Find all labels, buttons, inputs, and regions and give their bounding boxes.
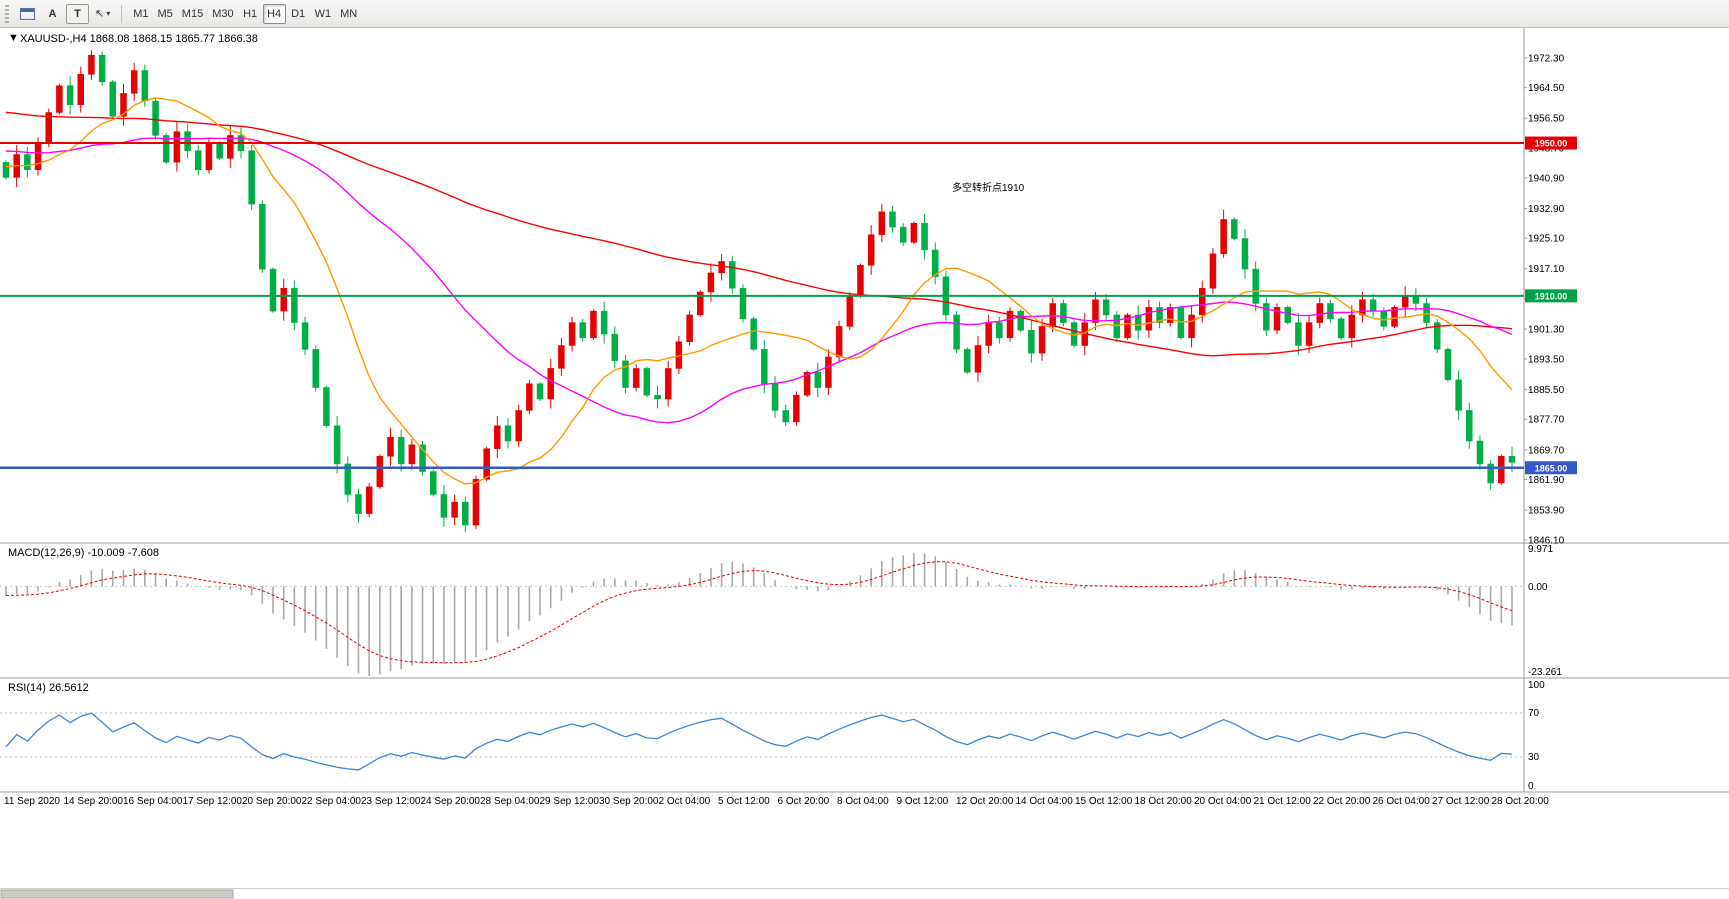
svg-text:0: 0 — [1528, 781, 1534, 792]
svg-text:2 Oct 04:00: 2 Oct 04:00 — [659, 796, 711, 807]
price-axis-label: 1917.10 — [1528, 264, 1565, 275]
svg-text:28 Sep 04:00: 28 Sep 04:00 — [480, 796, 540, 807]
text-tool-button[interactable]: T — [66, 3, 89, 24]
cursor-tool-dropdown[interactable]: ↖ ▾ — [91, 4, 114, 24]
svg-text:22 Oct 20:00: 22 Oct 20:00 — [1313, 796, 1371, 807]
svg-text:6 Oct 20:00: 6 Oct 20:00 — [778, 796, 830, 807]
new-chart-button[interactable] — [16, 4, 39, 24]
timeframe-button-m15[interactable]: M15 — [178, 4, 207, 24]
svg-text:18 Oct 20:00: 18 Oct 20:00 — [1135, 796, 1193, 807]
svg-text:14 Oct 04:00: 14 Oct 04:00 — [1016, 796, 1074, 807]
timeframe-button-m1[interactable]: M1 — [129, 4, 152, 24]
svg-text:23 Sep 12:00: 23 Sep 12:00 — [361, 796, 421, 807]
svg-text:28 Oct 20:00: 28 Oct 20:00 — [1492, 796, 1550, 807]
svg-text:21 Oct 12:00: 21 Oct 12:00 — [1254, 796, 1312, 807]
time-axis[interactable]: 11 Sep 2020 14 Sep 20:00 16 Sep 04:00 17 Se… — [4, 796, 1549, 807]
svg-text:15 Oct 12:00: 15 Oct 12:00 — [1075, 796, 1133, 807]
toolbar-separator — [121, 4, 123, 23]
timeframe-button-h4[interactable]: H4 — [262, 3, 286, 24]
svg-text:-23.261: -23.261 — [1528, 667, 1562, 678]
svg-text:24 Sep 20:00: 24 Sep 20:00 — [421, 796, 481, 807]
price-tag-1950.00[interactable]: 1950.00 — [1525, 136, 1577, 150]
price-axis-label: 1940.90 — [1528, 173, 1565, 184]
candles-layer — [2, 50, 1516, 532]
price-tag-1910.00[interactable]: 1910.00 — [1525, 289, 1577, 303]
price-axis-label: 1869.70 — [1528, 445, 1565, 456]
price-axis-label: 1893.50 — [1528, 354, 1565, 365]
price-tag-1865.00[interactable]: 1865.00 — [1525, 461, 1577, 475]
timeframe-button-m5[interactable]: M5 — [154, 4, 177, 24]
macd-axis[interactable]: 9.971 0.00 -23.261 — [1528, 544, 1562, 678]
ma_slow-line — [5, 111, 1513, 357]
svg-text:30: 30 — [1528, 752, 1540, 763]
timeframe-button-w1[interactable]: W1 — [311, 4, 336, 24]
panel-separators — [0, 28, 1729, 793]
rsi-line — [5, 712, 1513, 771]
svg-text:14 Sep 20:00: 14 Sep 20:00 — [64, 796, 124, 807]
chart-window-icon — [20, 7, 35, 20]
svg-text:29 Sep 12:00: 29 Sep 12:00 — [540, 796, 600, 807]
toolbar-grip[interactable] — [5, 4, 9, 23]
svg-text:100: 100 — [1528, 680, 1545, 691]
timeframe-button-h1[interactable]: H1 — [239, 4, 262, 24]
svg-text:0.00: 0.00 — [1528, 582, 1548, 593]
price-axis-label: 1925.10 — [1528, 234, 1565, 245]
price-axis-label: 1885.50 — [1528, 385, 1565, 396]
price-axis-label: 1901.30 — [1528, 325, 1565, 336]
price-axis-label: 1846.10 — [1528, 535, 1565, 546]
timeframe-button-mn[interactable]: MN — [336, 4, 361, 24]
svg-text:27 Oct 12:00: 27 Oct 12:00 — [1432, 796, 1490, 807]
svg-text:9 Oct 12:00: 9 Oct 12:00 — [897, 796, 949, 807]
price-axis-label: 1853.90 — [1528, 506, 1565, 517]
svg-text:1910.00: 1910.00 — [1535, 291, 1568, 301]
macd-signal-line — [5, 561, 1513, 664]
svg-text:1950.00: 1950.00 — [1535, 139, 1568, 149]
svg-text:12 Oct 20:00: 12 Oct 20:00 — [956, 796, 1014, 807]
rsi-title: RSI(14) 26.5612 — [8, 682, 89, 694]
svg-text:26 Oct 04:00: 26 Oct 04:00 — [1373, 796, 1431, 807]
rsi-axis[interactable]: 100 70 30 0 — [1528, 680, 1545, 792]
price-axis-label: 1956.50 — [1528, 114, 1565, 125]
macd-histogram — [5, 552, 1513, 676]
timeframe-button-d1[interactable]: D1 — [287, 4, 310, 24]
ma_mid-line — [5, 137, 1513, 424]
svg-text:30 Sep 20:00: 30 Sep 20:00 — [599, 796, 659, 807]
caret-down-icon: ▾ — [106, 9, 111, 18]
svg-text:11 Sep 2020: 11 Sep 2020 — [4, 796, 60, 807]
svg-text:20 Sep 20:00: 20 Sep 20:00 — [242, 796, 302, 807]
svg-text:5 Oct 12:00: 5 Oct 12:00 — [718, 796, 770, 807]
price-axis-label: 1932.90 — [1528, 204, 1565, 215]
timeframe-group: M1 M5 M15 M30 H1 H4 D1 W1 MN — [129, 3, 361, 24]
svg-text:17 Sep 12:00: 17 Sep 12:00 — [183, 796, 243, 807]
arrow-tool-button[interactable]: A — [41, 4, 64, 24]
price-axis-label: 1877.70 — [1528, 415, 1565, 426]
chart-title: XAUUSD-,H4 1868.08 1868.15 1865.77 1866.… — [20, 33, 258, 45]
price-axis-label: 1861.90 — [1528, 475, 1565, 486]
svg-text:20 Oct 04:00: 20 Oct 04:00 — [1194, 796, 1252, 807]
svg-text:8 Oct 04:00: 8 Oct 04:00 — [837, 796, 889, 807]
timeframe-button-m30[interactable]: M30 — [208, 4, 237, 24]
svg-text:22 Sep 04:00: 22 Sep 04:00 — [302, 796, 362, 807]
h-scrollbar-thumb[interactable] — [0, 889, 234, 899]
svg-text:16 Sep 04:00: 16 Sep 04:00 — [123, 796, 183, 807]
chart-canvas[interactable]: 1972.301964.501956.501948.701940.901932.… — [0, 28, 1729, 899]
annotation-text[interactable]: 多空转折点1910 — [952, 181, 1025, 194]
svg-text:70: 70 — [1528, 708, 1540, 719]
svg-text:9.971: 9.971 — [1528, 544, 1553, 555]
price-axis-label: 1964.50 — [1528, 83, 1565, 94]
price-axis-label: 1972.30 — [1528, 53, 1565, 64]
macd-title: MACD(12,26,9) -10.009 -7.608 — [8, 547, 159, 559]
symbol-dropdown-marker[interactable]: ▼ — [8, 32, 19, 44]
cursor-icon: ↖ — [95, 8, 105, 20]
main-toolbar: A T ↖ ▾ M1 M5 M15 M30 H1 H4 D1 W1 MN — [0, 0, 1729, 28]
ma_fast-line — [5, 97, 1513, 485]
svg-text:1865.00: 1865.00 — [1535, 463, 1568, 473]
